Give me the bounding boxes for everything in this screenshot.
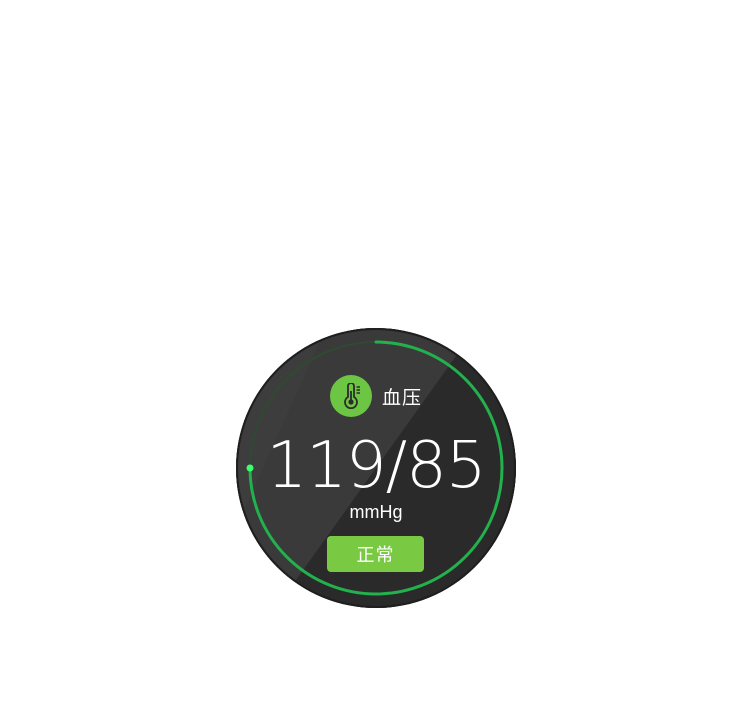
thermometer-icon [329,375,372,417]
watch-face-background [236,328,516,608]
blood-pressure-value: 119/85 [266,429,486,503]
unit-label: mmHg [349,502,403,522]
blood-pressure-watch-face: 血压 119/85 mmHg 正常 [236,328,516,608]
status-badge[interactable]: 正常 [327,536,424,572]
widget-title: 血压 [381,386,422,409]
progress-arc [248,340,504,596]
widget-header: 血压 [236,375,516,417]
progress-end-dot [246,464,254,472]
